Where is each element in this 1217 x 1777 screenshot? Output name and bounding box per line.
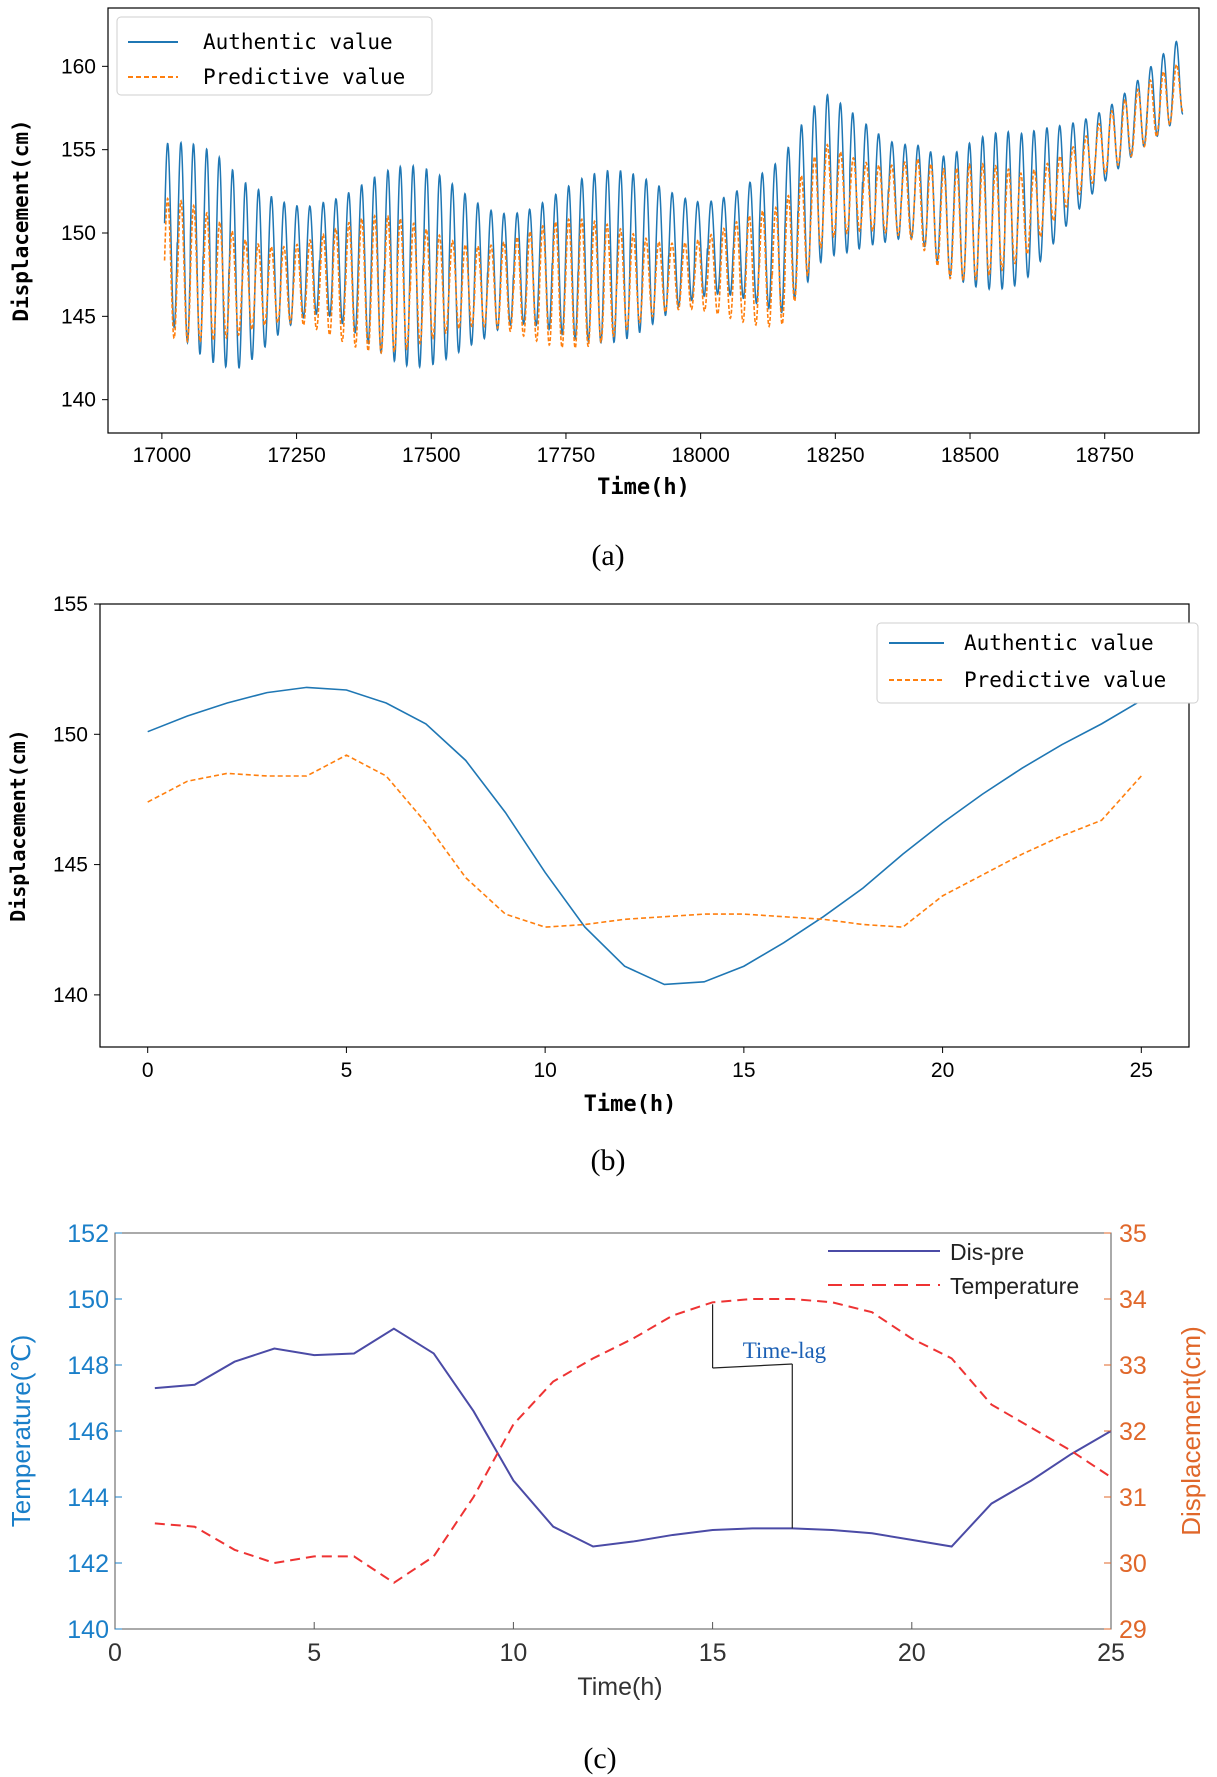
chart-b-series-predictive bbox=[147, 754, 1142, 928]
chart-c-ytick-left-label: 146 bbox=[67, 1418, 109, 1446]
chart-a-xtick-label: 17750 bbox=[537, 444, 595, 467]
chart-c-xtick-label: 15 bbox=[699, 1639, 727, 1667]
chart-b-xtick-label: 0 bbox=[142, 1059, 154, 1082]
chart-b-xtick-label: 15 bbox=[732, 1059, 755, 1082]
chart-c-ytick-right-label: 34 bbox=[1119, 1286, 1147, 1314]
chart-c-ytick-left-label: 140 bbox=[67, 1616, 109, 1644]
chart-c-series-dis-pre bbox=[154, 1327, 1112, 1548]
chart-b-xlabel: Time(h) bbox=[584, 1092, 677, 1117]
chart-c-xtick-label: 20 bbox=[898, 1639, 926, 1667]
chart-c-caption: (c) bbox=[583, 1742, 616, 1775]
chart-b-xtick-label: 10 bbox=[533, 1059, 556, 1082]
chart-b-xtick-label: 5 bbox=[341, 1059, 353, 1082]
chart-a-xtick-label: 18250 bbox=[806, 444, 864, 467]
chart-c-xtick-label: 5 bbox=[307, 1639, 321, 1667]
chart-b-legend-label-authentic: Authentic value bbox=[964, 631, 1154, 655]
chart-c-ytick-left-label: 150 bbox=[67, 1286, 109, 1314]
chart-a-xlabel: Time(h) bbox=[597, 475, 690, 500]
chart-a-xtick-label: 17250 bbox=[267, 444, 325, 467]
chart-c-xlabel: Time(h) bbox=[577, 1673, 662, 1701]
chart-b-frame bbox=[99, 603, 1190, 1048]
chart-a-xtick-label: 18500 bbox=[941, 444, 999, 467]
chart-b-series-authentic bbox=[147, 686, 1142, 986]
chart-c-time-lag-bar bbox=[712, 1363, 793, 1369]
chart-c-ytick-left-label: 148 bbox=[67, 1352, 109, 1380]
chart-c-ylabel-right: Displacement(cm) bbox=[1176, 1326, 1206, 1536]
chart-c-time-lag-label: Time-lag bbox=[743, 1338, 827, 1363]
chart-c-time-lag-annotation: Time-lag bbox=[711, 1304, 827, 1529]
chart-c-xtick-label: 0 bbox=[108, 1639, 122, 1667]
chart-b-ytick-label: 155 bbox=[53, 593, 88, 616]
chart-c-ytick-right-label: 35 bbox=[1119, 1220, 1147, 1248]
chart-a-series-authentic bbox=[163, 40, 1184, 370]
chart-a-caption: (a) bbox=[591, 539, 624, 572]
chart-c-ytick-right-label: 31 bbox=[1119, 1484, 1147, 1512]
chart-c-ytick-left-label: 144 bbox=[67, 1484, 109, 1512]
chart-a-xtick-label: 17500 bbox=[402, 444, 460, 467]
chart-a-ytick-label: 150 bbox=[61, 222, 96, 245]
chart-b-xtick-label: 25 bbox=[1130, 1059, 1153, 1082]
chart-c-legend-label-temperature: Temperature bbox=[950, 1273, 1079, 1299]
chart-a-ytick-label: 155 bbox=[61, 139, 96, 162]
chart-b-legend-box bbox=[876, 622, 1199, 704]
chart-b-ylabel: Displacement(cm) bbox=[6, 729, 30, 922]
chart-a-legend-label-predictive: Predictive value bbox=[203, 65, 405, 89]
chart-c-legend-label-dis-pre: Dis-pre bbox=[950, 1239, 1024, 1265]
chart-b-xtick-label: 20 bbox=[931, 1059, 954, 1082]
chart-a: 17000 17250 17500 17750 18000 18250 18500 18750… bbox=[9, 7, 1200, 500]
chart-a-xtick-label: 18750 bbox=[1076, 444, 1134, 467]
chart-b-caption: (b) bbox=[591, 1144, 626, 1177]
chart-c-ytick-left-label: 152 bbox=[67, 1220, 109, 1248]
chart-c-ylabel-left: Temperature(℃) bbox=[6, 1335, 36, 1527]
chart-a-ylabel: Displacement(cm) bbox=[9, 119, 33, 321]
chart-b-ytick-label: 140 bbox=[53, 984, 88, 1007]
chart-a-frame bbox=[107, 7, 1200, 434]
chart-c-series-temperature bbox=[154, 1298, 1112, 1584]
chart-c-ytick-right-label: 33 bbox=[1119, 1352, 1147, 1380]
chart-a-ytick-label: 140 bbox=[61, 389, 96, 412]
chart-a-series-predictive bbox=[163, 63, 1184, 355]
chart-a-legend-box bbox=[116, 16, 433, 96]
chart-c-ytick-left-label: 142 bbox=[67, 1550, 109, 1578]
chart-a-legend-label-authentic: Authentic value bbox=[203, 30, 393, 54]
chart-a-legend: Authentic value Predictive value bbox=[116, 16, 433, 96]
chart-c-legend: Dis-pre Temperature bbox=[828, 1239, 1079, 1299]
chart-b-legend-label-predictive: Predictive value bbox=[964, 668, 1166, 692]
chart-c-xtick-label: 10 bbox=[499, 1639, 527, 1667]
chart-b: 0 5 10 15 20 25 140 145 150 155 Time(h) Displacemen… bbox=[6, 593, 1199, 1117]
chart-a-xtick-label: 17000 bbox=[133, 444, 191, 467]
chart-b-ytick-label: 145 bbox=[53, 854, 88, 877]
chart-c-ytick-right-label: 32 bbox=[1119, 1418, 1147, 1446]
chart-b-legend: Authentic value Predictive value bbox=[876, 622, 1199, 704]
chart-c: 0 5 10 15 20 25 140 142 144 146 148 150 152 29 30 31 32 3… bbox=[6, 1220, 1206, 1701]
chart-c-xtick-label: 25 bbox=[1097, 1639, 1125, 1667]
chart-a-xtick-label: 18000 bbox=[671, 444, 729, 467]
chart-a-ytick-label: 160 bbox=[61, 55, 96, 78]
chart-a-ytick-label: 145 bbox=[61, 305, 96, 328]
chart-c-ytick-right-label: 30 bbox=[1119, 1550, 1147, 1578]
chart-b-ytick-label: 150 bbox=[53, 723, 88, 746]
chart-c-ytick-right-label: 29 bbox=[1119, 1616, 1147, 1644]
